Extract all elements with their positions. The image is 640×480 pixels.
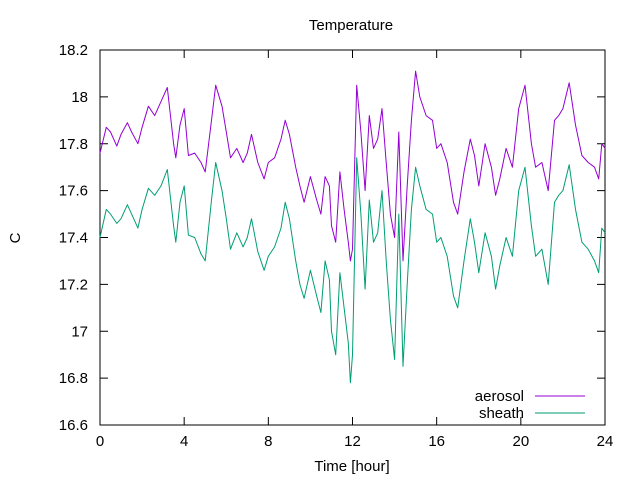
y-axis-title: C [7,232,24,243]
y-axis: 16.6 16.8 17 17.2 17.4 17.6 17.8 18 18.2 [59,42,605,434]
y-tick-label: 17.4 [59,230,88,247]
x-tick-label: 0 [96,433,104,450]
x-tick-label: 8 [264,433,272,450]
y-tick-label: 18.2 [59,42,88,59]
y-tick-label: 17.6 [59,183,88,200]
series-layer [99,70,606,384]
x-tick-label: 24 [597,433,614,450]
y-tick-label: 17.2 [59,276,88,293]
legend-label-sheath: sheath [479,405,524,422]
chart-title: Temperature [309,17,393,34]
x-tick-label: 20 [512,433,529,450]
y-tick-label: 17 [71,323,88,340]
series-line-sheath [99,157,606,384]
x-tick-label: 12 [344,433,361,450]
y-tick-label: 16.8 [59,370,88,387]
legend-label-aerosol: aerosol [475,388,524,405]
series-line-aerosol [99,70,606,262]
x-axis: 0 4 8 12 16 20 24 [96,50,614,450]
x-tick-label: 16 [428,433,445,450]
y-tick-label: 18 [71,89,88,106]
y-tick-label: 16.6 [59,417,88,434]
y-tick-label: 17.8 [59,136,88,153]
x-tick-label: 4 [180,433,188,450]
x-axis-title: Time [hour] [314,458,389,475]
